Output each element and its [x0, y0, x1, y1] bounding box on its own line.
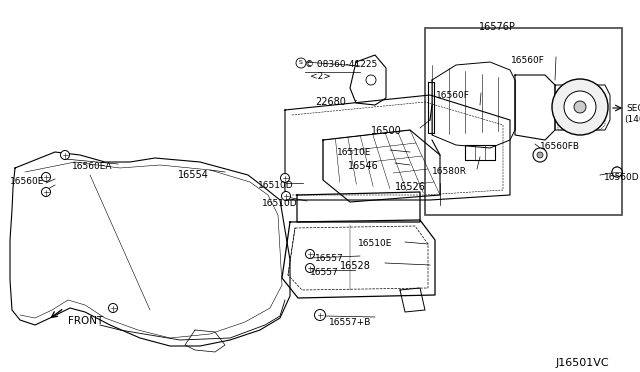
Circle shape — [537, 152, 543, 158]
Text: 16560D: 16560D — [604, 173, 639, 182]
Circle shape — [109, 304, 118, 312]
Bar — [425, 28, 622, 215]
Text: 16560F: 16560F — [511, 56, 545, 65]
Circle shape — [296, 58, 306, 68]
Text: FRONT: FRONT — [68, 316, 103, 326]
Text: 16510D: 16510D — [258, 181, 294, 190]
Text: 16510D: 16510D — [262, 199, 298, 208]
Text: 16557: 16557 — [315, 254, 344, 263]
Circle shape — [366, 75, 376, 85]
Text: 16557+B: 16557+B — [329, 318, 371, 327]
Text: 16576P: 16576P — [479, 22, 515, 32]
Text: 16580R: 16580R — [432, 167, 467, 176]
Text: 16528: 16528 — [340, 261, 371, 271]
Circle shape — [42, 187, 51, 196]
Text: J16501VC: J16501VC — [556, 358, 610, 368]
Text: 16546: 16546 — [348, 161, 379, 171]
Text: © 08360-41225: © 08360-41225 — [305, 60, 377, 69]
Circle shape — [280, 173, 289, 183]
Text: SEC.140: SEC.140 — [626, 104, 640, 113]
Circle shape — [305, 250, 314, 259]
Circle shape — [533, 148, 547, 162]
Circle shape — [314, 310, 326, 321]
Text: 16526: 16526 — [395, 182, 426, 192]
Text: 16560EA: 16560EA — [72, 162, 113, 171]
Text: 16560F: 16560F — [436, 91, 470, 100]
Text: 16557: 16557 — [310, 268, 339, 277]
Text: 16510E: 16510E — [358, 239, 392, 248]
Text: 16510E: 16510E — [337, 148, 371, 157]
Text: 16500: 16500 — [371, 126, 402, 136]
Text: (14013M): (14013M) — [624, 115, 640, 124]
Text: 16560E: 16560E — [10, 177, 44, 186]
Circle shape — [612, 167, 622, 177]
Text: 22680: 22680 — [315, 97, 346, 107]
Circle shape — [612, 167, 622, 177]
Circle shape — [42, 173, 51, 182]
Circle shape — [61, 151, 70, 160]
Circle shape — [305, 263, 314, 273]
Text: 16560FB: 16560FB — [540, 142, 580, 151]
Text: 16554: 16554 — [178, 170, 209, 180]
Circle shape — [552, 79, 608, 135]
Text: <2>: <2> — [310, 72, 331, 81]
Text: S: S — [299, 61, 303, 65]
Circle shape — [282, 192, 291, 201]
Circle shape — [316, 311, 324, 320]
Circle shape — [574, 101, 586, 113]
Circle shape — [564, 91, 596, 123]
